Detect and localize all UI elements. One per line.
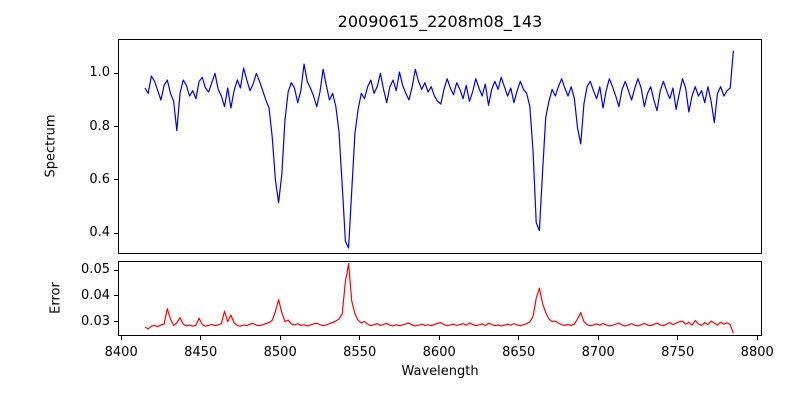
x-tick-label: 8600 [422,345,456,360]
y-tick-label: 0.8 [89,118,110,134]
y-tick-mark [114,321,118,323]
y-tick-mark [114,269,118,271]
error-panel [118,261,762,336]
x-tick-label: 8750 [661,345,695,360]
y-tick-mark [114,295,118,297]
error-line-plot [144,262,734,334]
spectrum-line-plot [144,50,734,249]
x-tick-mark [200,336,202,340]
x-tick-label: 8450 [184,345,218,360]
error-line [144,262,734,334]
spectrum-panel [118,39,762,254]
x-tick-mark [279,336,281,340]
x-tick-mark [756,336,758,340]
y-tick-label: 0.05 [81,262,110,278]
y-tick-mark [114,72,118,74]
x-tick-label: 8400 [104,345,138,360]
x-tick-label: 8800 [740,345,774,360]
x-tick-mark [120,336,122,340]
x-tick-mark [359,336,361,340]
x-tick-mark [677,336,679,340]
x-tick-label: 8550 [343,345,377,360]
y-tick-label: 0.6 [89,171,110,187]
x-axis-label: Wavelength [401,364,479,379]
y-tick-mark [114,232,118,234]
x-tick-mark [438,336,440,340]
y-tick-label: 0.03 [81,313,110,329]
y-tick-mark [114,126,118,128]
y-tick-label: 0.04 [81,287,110,303]
y-tick-label: 1.0 [89,65,110,81]
x-tick-label: 8650 [502,345,536,360]
y-tick-mark [114,179,118,181]
y-tick-label: 0.4 [89,225,110,241]
spectrum-line [144,50,734,249]
x-tick-label: 8500 [263,345,297,360]
chart-title: 20090615_2208m08_143 [337,12,543,31]
x-tick-mark [518,336,520,340]
x-tick-label: 8700 [581,345,615,360]
x-tick-mark [597,336,599,340]
